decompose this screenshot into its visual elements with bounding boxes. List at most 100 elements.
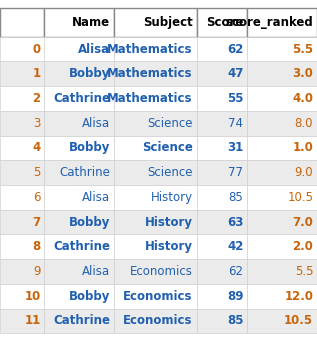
Text: Name: Name (72, 16, 110, 29)
Text: Bobby: Bobby (69, 216, 110, 228)
Text: Alisa: Alisa (82, 265, 110, 278)
Text: History: History (151, 191, 193, 204)
Bar (247, 86, 317, 111)
Text: 7.0: 7.0 (292, 216, 313, 228)
Bar (114, 8, 197, 37)
Text: Cathrine: Cathrine (53, 240, 110, 253)
Text: 2: 2 (32, 92, 41, 105)
Bar (44, 111, 114, 135)
Bar (197, 36, 247, 61)
Bar (44, 309, 114, 333)
Text: Economics: Economics (123, 290, 193, 303)
Text: Science: Science (142, 142, 193, 154)
Text: 85: 85 (229, 191, 243, 204)
Text: 4: 4 (32, 142, 41, 154)
Bar (114, 135, 197, 160)
Bar (197, 259, 247, 284)
Bar (197, 135, 247, 160)
Text: 9.0: 9.0 (294, 166, 313, 179)
Bar (44, 235, 114, 259)
Bar (247, 235, 317, 259)
Bar (0, 86, 44, 111)
Bar (247, 185, 317, 210)
Bar (197, 185, 247, 210)
Text: Mathematics: Mathematics (107, 67, 193, 80)
Text: Score: Score (206, 16, 243, 29)
Bar (0, 235, 44, 259)
Bar (114, 160, 197, 185)
Text: 62: 62 (227, 43, 243, 56)
Text: Mathematics: Mathematics (107, 43, 193, 56)
Bar (197, 160, 247, 185)
Text: 85: 85 (227, 314, 243, 327)
Text: 1.0: 1.0 (292, 142, 313, 154)
Text: 89: 89 (227, 290, 243, 303)
Text: 7: 7 (32, 216, 41, 228)
Bar (197, 8, 247, 37)
Text: 10.5: 10.5 (287, 191, 313, 204)
Bar (44, 259, 114, 284)
Bar (197, 235, 247, 259)
Bar (197, 284, 247, 309)
Bar (114, 259, 197, 284)
Text: 8.0: 8.0 (295, 117, 313, 130)
Text: Economics: Economics (130, 265, 193, 278)
Text: 77: 77 (229, 166, 243, 179)
Text: 2.0: 2.0 (292, 240, 313, 253)
Text: 63: 63 (227, 216, 243, 228)
Bar (44, 210, 114, 235)
Text: 55: 55 (227, 92, 243, 105)
Bar (0, 135, 44, 160)
Bar (114, 185, 197, 210)
Text: 31: 31 (227, 142, 243, 154)
Text: score_ranked: score_ranked (225, 16, 313, 29)
Text: 9: 9 (33, 265, 41, 278)
Text: 10.5: 10.5 (284, 314, 313, 327)
Bar (0, 111, 44, 135)
Bar (44, 36, 114, 61)
Text: Economics: Economics (123, 314, 193, 327)
Bar (44, 284, 114, 309)
Bar (0, 61, 44, 86)
Text: Bobby: Bobby (69, 67, 110, 80)
Text: Subject: Subject (143, 16, 193, 29)
Text: 8: 8 (32, 240, 41, 253)
Bar (197, 61, 247, 86)
Bar (44, 8, 114, 37)
Text: 74: 74 (229, 117, 243, 130)
Bar (114, 284, 197, 309)
Text: 12.0: 12.0 (284, 290, 313, 303)
Text: 4.0: 4.0 (292, 92, 313, 105)
Text: 3: 3 (33, 117, 41, 130)
Bar (247, 284, 317, 309)
Bar (247, 309, 317, 333)
Bar (0, 309, 44, 333)
Text: Bobby: Bobby (69, 142, 110, 154)
Text: Alisa: Alisa (82, 117, 110, 130)
Text: 1: 1 (32, 67, 41, 80)
Bar (197, 309, 247, 333)
Bar (247, 61, 317, 86)
Bar (114, 111, 197, 135)
Text: 42: 42 (227, 240, 243, 253)
Bar (44, 135, 114, 160)
Bar (114, 235, 197, 259)
Text: Science: Science (147, 166, 193, 179)
Bar (44, 86, 114, 111)
Bar (114, 86, 197, 111)
Bar (197, 210, 247, 235)
Bar (247, 111, 317, 135)
Text: 3.0: 3.0 (292, 67, 313, 80)
Bar (44, 160, 114, 185)
Text: 5: 5 (33, 166, 41, 179)
Bar (247, 160, 317, 185)
Text: Cathrine: Cathrine (53, 92, 110, 105)
Text: Science: Science (147, 117, 193, 130)
Text: Cathrine: Cathrine (53, 314, 110, 327)
Bar (0, 8, 44, 37)
Text: 10: 10 (24, 290, 41, 303)
Bar (114, 309, 197, 333)
Bar (247, 8, 317, 37)
Bar (0, 185, 44, 210)
Text: 47: 47 (227, 67, 243, 80)
